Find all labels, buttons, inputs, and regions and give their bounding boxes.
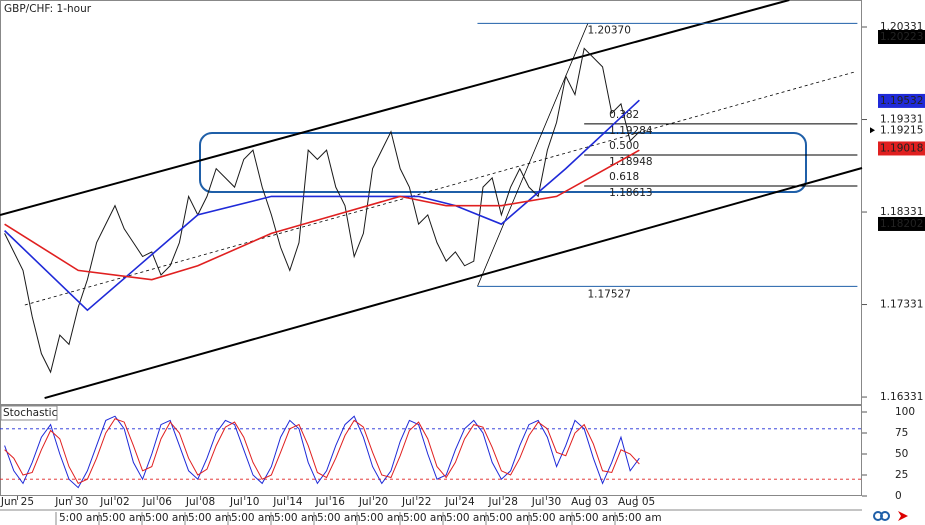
stoch-title: Stochastic	[3, 407, 58, 419]
x-tick-label: Jul 14	[272, 496, 303, 508]
fib-ratio: 0.618	[609, 171, 639, 183]
time-label: 5:00 am	[231, 512, 275, 524]
fib-label: 1.18948	[609, 156, 652, 168]
y-tick-label: 1.19331	[880, 114, 923, 126]
price-tag-label: 1.20223	[880, 31, 923, 43]
fib-label: 1.20370	[587, 24, 630, 36]
stoch-line	[4, 415, 640, 489]
trendline	[44, 167, 863, 400]
y-tick-label: 50	[895, 448, 908, 460]
y-tick-label: 100	[895, 406, 915, 418]
x-tick-label: Jun 30	[54, 496, 88, 508]
price-tag	[878, 141, 925, 156]
corner-icons[interactable]	[873, 511, 908, 521]
time-label: 5:00 am	[102, 512, 146, 524]
chart-title: GBP/CHF: 1-hour	[4, 3, 92, 15]
time-label: 5:00 am	[317, 512, 361, 524]
time-label: 5:00 am	[59, 512, 103, 524]
fib-ratio: 0.500	[609, 140, 639, 152]
price-tag-label: 1.19018	[880, 142, 923, 154]
x-tick-label: Jul 30	[531, 496, 561, 508]
stoch-title-bg	[0, 405, 58, 421]
x-tick-label: Jul 06	[142, 496, 173, 508]
fib-label: 1.19284	[609, 125, 653, 137]
time-label: 5:00 am	[188, 512, 232, 524]
price-tag-label: 1.19532	[880, 95, 923, 107]
time-label: 5:00 am	[360, 512, 404, 524]
arrow-icon[interactable]	[898, 511, 908, 521]
time-label: 5:00 am	[274, 512, 318, 524]
x-tick-label: Jul 02	[99, 496, 129, 508]
time-label: 5:00 am	[575, 512, 619, 524]
x-tick-label: Jul 16	[315, 496, 346, 508]
fib-label: 1.18613	[609, 187, 652, 199]
price-arrow	[870, 127, 875, 134]
stoch-panel	[0, 405, 862, 496]
time-label: 5:00 am	[403, 512, 447, 524]
x-tick-label: Jul 20	[358, 496, 388, 508]
series-line	[4, 149, 640, 281]
price-tag	[878, 93, 925, 108]
price-tag-label: 1.18202	[880, 218, 923, 230]
series-line	[4, 47, 640, 374]
title-bg	[1, 1, 99, 15]
x-tick-label: Jul 08	[185, 496, 215, 508]
range-box	[199, 132, 807, 193]
x-tick-label: Aug 03	[571, 496, 608, 508]
price-tag	[878, 216, 925, 231]
trendline	[0, 0, 790, 216]
time-label: 5:00 am	[532, 512, 576, 524]
trendline	[477, 23, 589, 287]
y-tick-label: 1.17331	[880, 299, 923, 311]
x-tick-label: Jun 25	[0, 496, 34, 508]
y-tick-label: 25	[895, 469, 908, 481]
link-icon[interactable]	[880, 511, 890, 521]
main-panel	[0, 0, 862, 405]
x-tick-label: Aug 05	[618, 496, 655, 508]
x-tick-label: Jul 24	[444, 496, 475, 508]
price-tag-label: 1.19215	[880, 124, 923, 136]
x-tick-label: Jul 10	[229, 496, 259, 508]
y-tick-label: 1.16331	[880, 391, 923, 403]
y-tick-label: 0	[895, 490, 902, 502]
price-tag	[878, 30, 925, 45]
x-tick-label: Jul 28	[488, 496, 518, 508]
time-label: 5:00 am	[618, 512, 662, 524]
time-label: 5:00 am	[446, 512, 490, 524]
stoch-line	[4, 418, 640, 485]
fib-label: 1.17527	[587, 288, 630, 300]
y-tick-label: 75	[895, 427, 908, 439]
x-tick-label: Jul 22	[401, 496, 431, 508]
y-tick-label: 1.18331	[880, 206, 923, 218]
time-label: 5:00 am	[489, 512, 533, 524]
series-line	[4, 99, 640, 312]
time-label: 5:00 am	[145, 512, 189, 524]
